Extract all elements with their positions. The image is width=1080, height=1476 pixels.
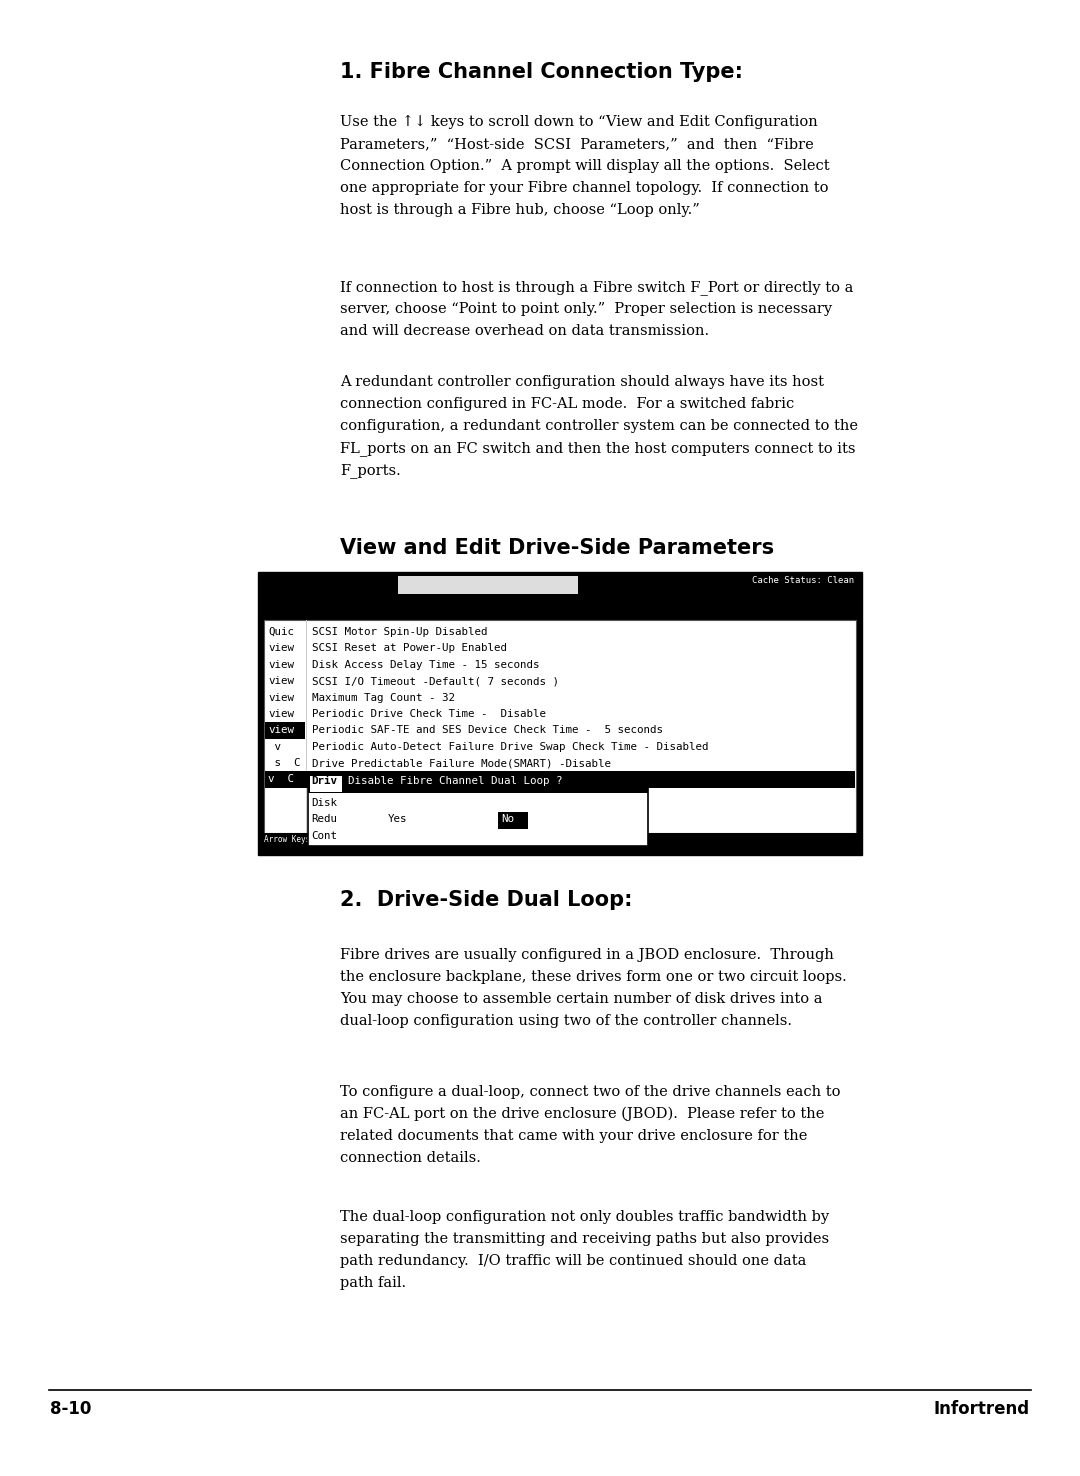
Text: Parameters,”  “Host-side  SCSI  Parameters,”  and  then  “Fibre: Parameters,” “Host-side SCSI Parameters,…: [340, 137, 813, 151]
Text: view: view: [268, 660, 294, 670]
Text: dual-loop configuration using two of the controller channels.: dual-loop configuration using two of the…: [340, 1014, 792, 1029]
Text: F_ports.: F_ports.: [340, 463, 401, 478]
Text: Drive Predictable Failure Mode(SMART) -Disable: Drive Predictable Failure Mode(SMART) -D…: [312, 759, 611, 768]
Text: If connection to host is through a Fibre switch F_Port or directly to a: If connection to host is through a Fibre…: [340, 280, 853, 295]
Text: v: v: [268, 742, 294, 751]
Text: the enclosure backplane, these drives form one or two circuit loops.: the enclosure backplane, these drives fo…: [340, 970, 847, 984]
Text: Cont: Cont: [311, 831, 337, 841]
Bar: [264, 620, 856, 832]
Bar: [258, 602, 862, 620]
Text: Quic: Quic: [268, 627, 294, 638]
Text: connection configured in FC-AL mode.  For a switched fabric: connection configured in FC-AL mode. For…: [340, 397, 794, 410]
Text: path redundancy.  I/O traffic will be continued should one data: path redundancy. I/O traffic will be con…: [340, 1255, 807, 1268]
Text: Yes: Yes: [388, 815, 407, 824]
Text: configuration, a redundant controller system can be connected to the: configuration, a redundant controller sy…: [340, 419, 858, 432]
Text: s  C: s C: [268, 759, 300, 768]
Text: view: view: [268, 708, 294, 719]
Text: v  C: v C: [268, 775, 294, 784]
Text: Connection Option.”  A prompt will display all the options.  Select: Connection Option.” A prompt will displa…: [340, 159, 829, 173]
Bar: [308, 775, 648, 793]
Text: No: No: [501, 815, 514, 824]
Text: 8-10: 8-10: [50, 1401, 92, 1418]
Text: SCSI Reset at Power-Up Enabled: SCSI Reset at Power-Up Enabled: [312, 644, 507, 654]
Text: Fibre Channel Dual Loop - Enabled: Fibre Channel Dual Loop - Enabled: [312, 775, 527, 784]
Bar: [399, 576, 578, 593]
Text: SCSI Motor Spin-Up Disabled: SCSI Motor Spin-Up Disabled: [312, 627, 487, 638]
Text: Use the ↑↓ keys to scroll down to “View and Edit Configuration: Use the ↑↓ keys to scroll down to “View …: [340, 115, 818, 130]
Text: Driv: Driv: [311, 776, 337, 787]
Bar: [498, 812, 528, 828]
Text: Disk Access Delay Time - 15 seconds: Disk Access Delay Time - 15 seconds: [312, 660, 540, 670]
Text: view: view: [268, 644, 294, 654]
Text: Periodic Drive Check Time -  Disable: Periodic Drive Check Time - Disable: [312, 708, 546, 719]
Bar: [258, 573, 862, 855]
Text: Disk: Disk: [311, 799, 337, 807]
Text: an FC-AL port on the drive enclosure (JBOD).  Please refer to the: an FC-AL port on the drive enclosure (JB…: [340, 1107, 824, 1122]
Text: The dual-loop configuration not only doubles traffic bandwidth by: The dual-loop configuration not only dou…: [340, 1210, 829, 1224]
Text: Maximum Tag Count - 32: Maximum Tag Count - 32: [312, 692, 455, 703]
Text: view: view: [268, 692, 294, 703]
Text: server, choose “Point to point only.”  Proper selection is necessary: server, choose “Point to point only.” Pr…: [340, 303, 832, 316]
Text: View and Edit Drive-Side Parameters: View and Edit Drive-Side Parameters: [340, 537, 774, 558]
Text: SCSI I/O Timeout -Default( 7 seconds ): SCSI I/O Timeout -Default( 7 seconds ): [312, 676, 559, 686]
Bar: [310, 776, 342, 791]
Text: Disable Fibre Channel Dual Loop ?: Disable Fibre Channel Dual Loop ?: [348, 776, 563, 787]
Text: Arrow Keys:Move Cursor  |Enter:Select  |Esc:Exit  |Ctrl+L:Refresh Screen: Arrow Keys:Move Cursor |Enter:Select |Es…: [264, 835, 597, 844]
Bar: [308, 775, 648, 846]
Text: Redu: Redu: [311, 815, 337, 824]
Text: view: view: [268, 676, 294, 686]
Text: A redundant controller configuration should always have its host: A redundant controller configuration sho…: [340, 375, 824, 390]
Text: one appropriate for your Fibre channel topology.  If connection to: one appropriate for your Fibre channel t…: [340, 182, 828, 195]
Text: 1. Fibre Channel Connection Type:: 1. Fibre Channel Connection Type:: [340, 62, 743, 83]
Text: Infortrend: Infortrend: [934, 1401, 1030, 1418]
Text: FL_ports on an FC switch and then the host computers connect to its: FL_ports on an FC switch and then the ho…: [340, 441, 855, 456]
Text: separating the transmitting and receiving paths but also provides: separating the transmitting and receivin…: [340, 1232, 829, 1246]
Text: Periodic Auto-Detect Failure Drive Swap Check Time - Disabled: Periodic Auto-Detect Failure Drive Swap …: [312, 742, 708, 751]
Text: path fail.: path fail.: [340, 1277, 406, 1290]
Text: To configure a dual-loop, connect two of the drive channels each to: To configure a dual-loop, connect two of…: [340, 1085, 840, 1100]
Text: Cache Status: Clean: Cache Status: Clean: [752, 576, 854, 584]
Text: related documents that came with your drive enclosure for the: related documents that came with your dr…: [340, 1129, 808, 1142]
Text: and will decrease overhead on data transmission.: and will decrease overhead on data trans…: [340, 325, 710, 338]
Bar: [265, 722, 305, 738]
Text: view: view: [268, 725, 294, 735]
Text: 2.  Drive-Side Dual Loop:: 2. Drive-Side Dual Loop:: [340, 890, 633, 911]
Bar: [258, 832, 862, 855]
Text: connection details.: connection details.: [340, 1151, 481, 1165]
Text: Periodic SAF-TE and SES Device Check Time -  5 seconds: Periodic SAF-TE and SES Device Check Tim…: [312, 725, 663, 735]
Text: Fibre drives are usually configured in a JBOD enclosure.  Through: Fibre drives are usually configured in a…: [340, 948, 834, 962]
Text: host is through a Fibre hub, choose “Loop only.”: host is through a Fibre hub, choose “Loo…: [340, 204, 700, 217]
Bar: [265, 772, 855, 788]
Text: You may choose to assemble certain number of disk drives into a: You may choose to assemble certain numbe…: [340, 992, 823, 1007]
